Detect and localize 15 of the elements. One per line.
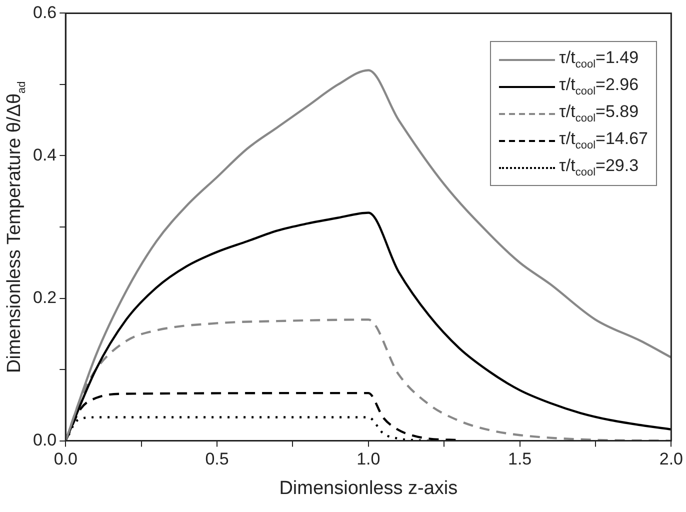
x-tick-label: 1.5 xyxy=(508,450,532,469)
x-tick-label: 0.5 xyxy=(205,450,229,469)
y-tick-label: 0.2 xyxy=(32,288,57,307)
legend-label: τ/t$_{cool}$=5.89 xyxy=(559,102,639,125)
y-tick-label: 0.0 xyxy=(32,430,57,450)
legend-label: τ/t$_{cool}$=2.96 xyxy=(559,75,639,98)
y-tick-label: 0.6 xyxy=(32,2,57,22)
legend-label: τ/t$_{cool}$=1.49 xyxy=(559,48,639,71)
legend-label: τ/t$_{cool}$=29.3 xyxy=(559,156,639,179)
x-tick-label: 2.0 xyxy=(659,450,684,469)
legend-label: τ/t$_{cool}$=14.67 xyxy=(559,129,648,152)
x-axis-title: Dimensionless z-axis xyxy=(279,478,458,499)
x-tick-label: 0.0 xyxy=(54,450,78,469)
x-tick-label: 1.0 xyxy=(356,450,380,469)
y-tick-label: 0.4 xyxy=(32,145,57,164)
